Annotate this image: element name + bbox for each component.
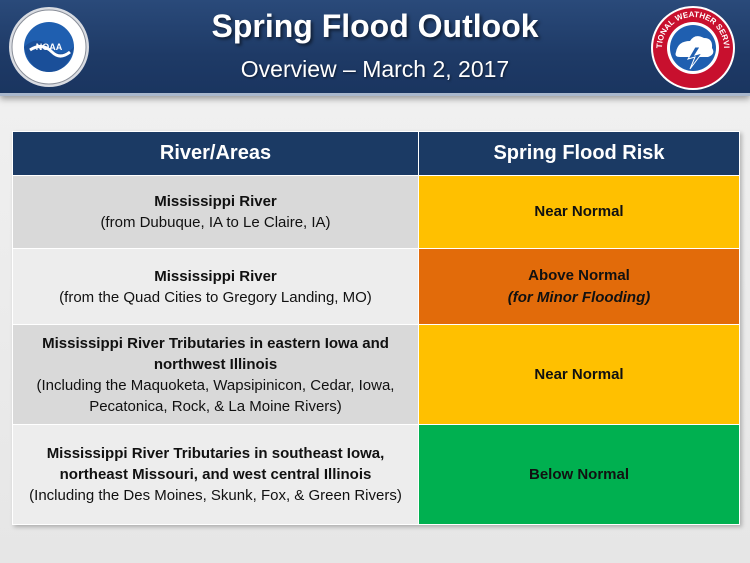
noaa-logo-text: NOAA	[36, 42, 63, 52]
column-header-areas: River/Areas	[12, 131, 419, 176]
risk-cell: Below Normal	[418, 424, 740, 525]
risk-label: Near Normal	[534, 365, 624, 383]
page-subtitle: Overview – March 2, 2017	[240, 56, 510, 82]
table-row: Mississippi River (from Dubuque, IA to L…	[12, 175, 740, 249]
risk-label: Below Normal	[528, 465, 630, 483]
column-header-risk: Spring Flood Risk	[418, 131, 740, 176]
area-cell: Mississippi River Tributaries in eastern…	[12, 324, 419, 425]
table-row: Mississippi River Tributaries in eastern…	[12, 324, 740, 425]
risk-label: Above Normal	[528, 266, 630, 284]
area-detail: (from Dubuque, IA to Le Claire, IA)	[100, 214, 331, 231]
table-header-row: River/Areas Spring Flood Risk	[12, 131, 740, 176]
risk-cell: Above Normal (for Minor Flooding)	[418, 248, 740, 325]
area-detail: (Including the Des Moines, Skunk, Fox, &…	[29, 487, 402, 504]
area-cell: Mississippi River Tributaries in southea…	[12, 424, 419, 525]
noaa-logo-icon: NOAA	[9, 7, 89, 87]
risk-cell: Near Normal	[418, 175, 740, 249]
page-title: Spring Flood Outlook	[211, 8, 539, 44]
table-row: Mississippi River (from the Quad Cities …	[12, 248, 740, 325]
risk-note: (for Minor Flooding)	[507, 288, 651, 306]
area-title: Mississippi River Tributaries in eastern…	[42, 334, 389, 373]
risk-cell: Near Normal	[418, 324, 740, 425]
area-title: Mississippi River Tributaries in southea…	[46, 445, 385, 483]
nws-logo-icon: NATIONAL WEATHER SERVICE	[650, 5, 735, 90]
area-detail: (from the Quad Cities to Gregory Landing…	[59, 288, 372, 306]
area-cell: Mississippi River (from the Quad Cities …	[12, 248, 419, 325]
flood-risk-table: River/Areas Spring Flood Risk Mississipp…	[12, 131, 740, 525]
area-title: Mississippi River	[154, 267, 277, 285]
risk-label: Near Normal	[534, 203, 624, 220]
area-title: Mississippi River	[154, 193, 277, 210]
area-detail: (Including the Maquoketa, Wapsipinicon, …	[36, 376, 395, 415]
table-row: Mississippi River Tributaries in southea…	[12, 424, 740, 525]
header-banner: NOAA Spring Flood Outlook Overview – Mar…	[0, 0, 750, 96]
area-cell: Mississippi River (from Dubuque, IA to L…	[12, 175, 419, 249]
